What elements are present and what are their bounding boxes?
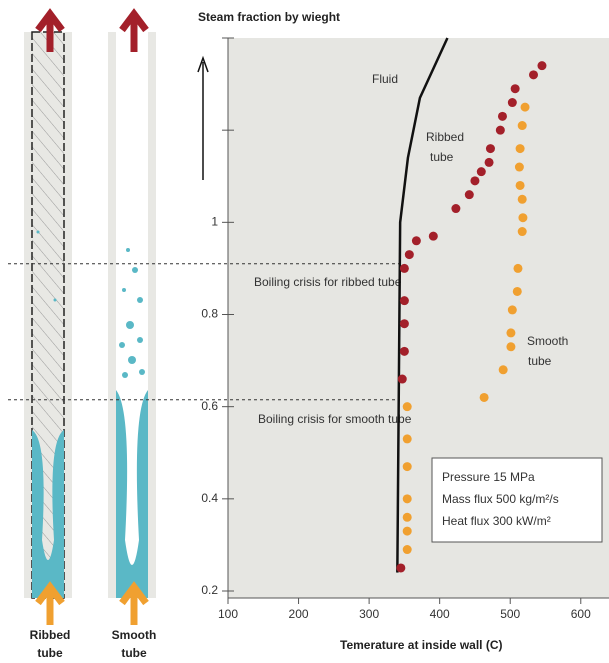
data-point [508, 305, 517, 314]
data-point [513, 287, 522, 296]
data-point [403, 513, 412, 522]
data-point [400, 347, 409, 356]
data-point [405, 250, 414, 259]
y-tick-label: 1 [211, 215, 218, 229]
data-point [451, 204, 460, 213]
data-point [403, 494, 412, 503]
x-tick-label: 200 [289, 607, 309, 621]
data-point [400, 296, 409, 305]
data-point [403, 462, 412, 471]
y-tick-label: 0.6 [201, 399, 218, 413]
data-point [496, 126, 505, 135]
y-tick-label: 0.8 [201, 307, 218, 321]
data-point [515, 163, 524, 172]
data-point [465, 190, 474, 199]
data-point [429, 232, 438, 241]
data-point [506, 342, 515, 351]
data-point [499, 365, 508, 374]
x-axis-title: Temerature at inside wall (C) [340, 638, 503, 652]
data-point [516, 181, 525, 190]
figure: Ribbed tube Smooth tube Steam fraction b… [0, 0, 609, 663]
data-point [485, 158, 494, 167]
data-point [403, 402, 412, 411]
data-point [403, 545, 412, 554]
data-point [506, 328, 515, 337]
data-point [521, 103, 530, 112]
tube-label: Ribbed [30, 628, 71, 642]
annotation: tube [528, 354, 552, 368]
condition: Heat flux 300 kW/m² [442, 514, 551, 528]
data-point [537, 61, 546, 70]
condition: Pressure 15 MPa [442, 470, 535, 484]
data-point [498, 112, 507, 121]
ribbed-tube [24, 14, 72, 625]
tube-label: tube [37, 646, 63, 660]
data-point [518, 195, 527, 204]
data-point [398, 375, 407, 384]
x-tick-label: 300 [359, 607, 379, 621]
y-tick-label: 0.4 [201, 491, 218, 505]
data-point [518, 121, 527, 130]
data-point [518, 213, 527, 222]
annotation: Boiling crisis for smooth tube [258, 412, 412, 426]
arrow [198, 58, 208, 180]
annotation: Boiling crisis for ribbed tube [254, 275, 402, 289]
data-point [412, 236, 421, 245]
data-point [518, 227, 527, 236]
data-point [403, 527, 412, 536]
tube-label: tube [121, 646, 147, 660]
annotation: Ribbed [426, 130, 464, 144]
data-point [477, 167, 486, 176]
data-point [396, 563, 405, 572]
data-point [486, 144, 495, 153]
fluid-label: Fluid [372, 72, 398, 86]
data-point [529, 70, 538, 79]
data-point [400, 319, 409, 328]
x-tick-label: 500 [500, 607, 520, 621]
x-tick-label: 600 [571, 607, 591, 621]
data-point [513, 264, 522, 273]
data-point [403, 434, 412, 443]
condition: Mass flux 500 kg/m²/s [442, 492, 559, 506]
annotation: tube [430, 150, 454, 164]
x-tick-label: 400 [430, 607, 450, 621]
data-point [400, 264, 409, 273]
chart-title: Steam fraction by wieght [198, 10, 340, 24]
tube-label: Smooth [112, 628, 157, 642]
data-point [511, 84, 520, 93]
x-tick-label: 100 [218, 607, 238, 621]
y-tick-label: 0.2 [201, 583, 218, 597]
data-point [480, 393, 489, 402]
data-point [508, 98, 517, 107]
data-point [470, 176, 479, 185]
annotation: Smooth [527, 334, 568, 348]
data-point [516, 144, 525, 153]
